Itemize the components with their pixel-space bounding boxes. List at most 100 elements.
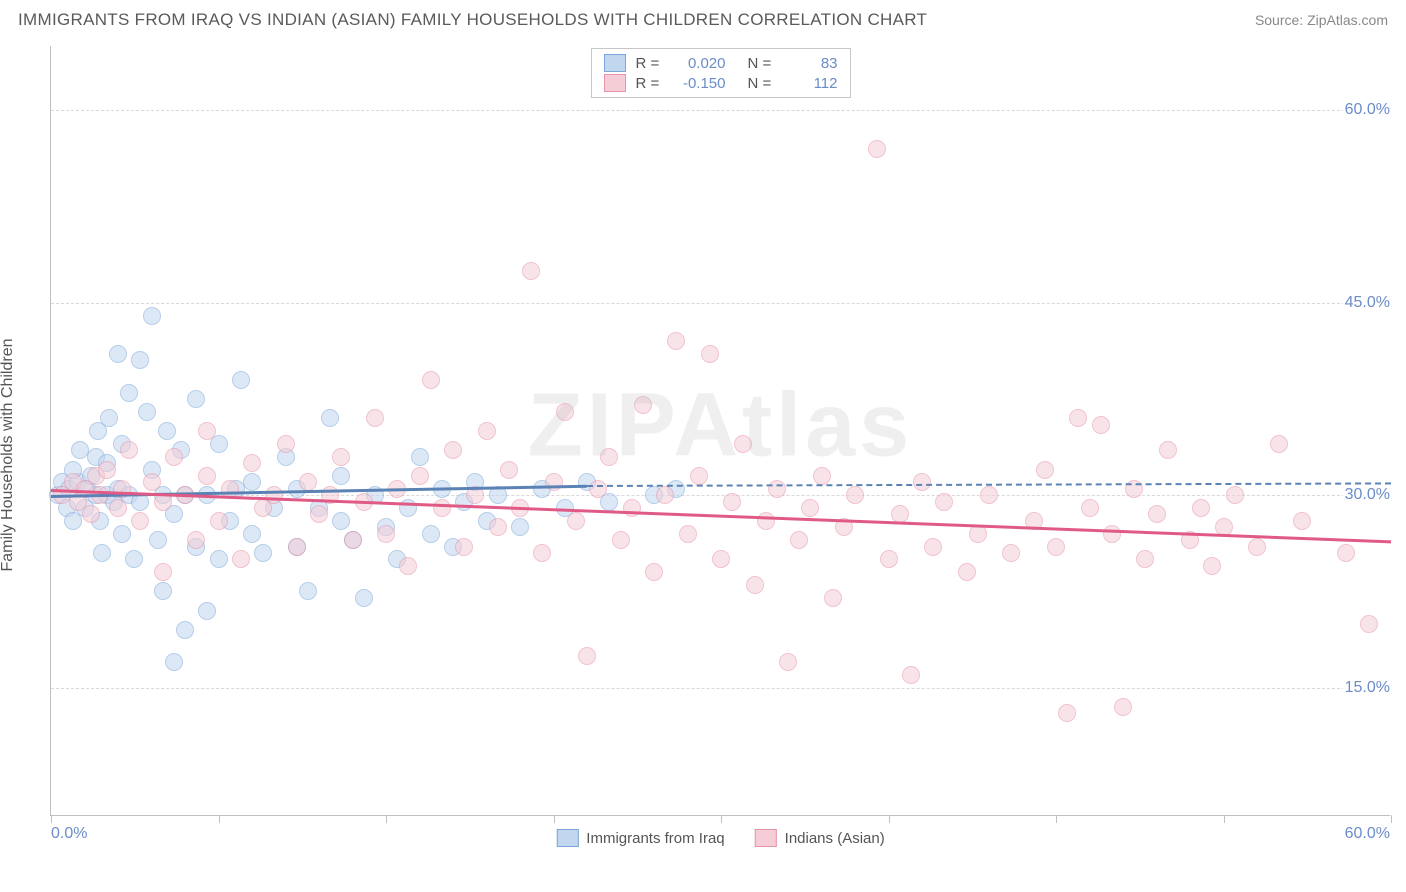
data-point xyxy=(299,473,317,491)
legend-row: R =-0.150N =112 xyxy=(604,73,838,93)
data-point xyxy=(109,499,127,517)
data-point xyxy=(1069,409,1087,427)
legend-r-value: 0.020 xyxy=(676,55,726,72)
legend-swatch xyxy=(604,54,626,72)
data-point xyxy=(332,512,350,530)
legend-swatch xyxy=(556,829,578,847)
data-point xyxy=(634,396,652,414)
data-point xyxy=(500,461,518,479)
data-point xyxy=(824,589,842,607)
data-point xyxy=(746,576,764,594)
x-axis-min-label: 0.0% xyxy=(51,825,87,843)
data-point xyxy=(600,448,618,466)
data-point xyxy=(1103,525,1121,543)
data-point xyxy=(522,262,540,280)
data-point xyxy=(578,647,596,665)
data-point xyxy=(980,486,998,504)
data-point xyxy=(958,563,976,581)
data-point xyxy=(422,525,440,543)
data-point xyxy=(924,538,942,556)
data-point xyxy=(399,557,417,575)
data-point xyxy=(138,403,156,421)
data-point xyxy=(779,653,797,671)
data-point xyxy=(880,550,898,568)
data-point xyxy=(243,454,261,472)
correlation-legend: R =0.020N =83R =-0.150N =112 xyxy=(591,48,851,98)
data-point xyxy=(801,499,819,517)
data-point xyxy=(1226,486,1244,504)
x-tick xyxy=(721,815,722,823)
data-point xyxy=(265,486,283,504)
data-point xyxy=(511,518,529,536)
data-point xyxy=(198,602,216,620)
data-point xyxy=(288,538,306,556)
data-point xyxy=(1293,512,1311,530)
data-point xyxy=(277,435,295,453)
data-point xyxy=(913,473,931,491)
data-point xyxy=(455,538,473,556)
source-label: Source: ZipAtlas.com xyxy=(1255,12,1388,28)
data-point xyxy=(125,550,143,568)
data-point xyxy=(433,499,451,517)
legend-r-label: R = xyxy=(636,55,666,72)
data-point xyxy=(1092,416,1110,434)
data-point xyxy=(1047,538,1065,556)
data-point xyxy=(712,550,730,568)
data-point xyxy=(113,525,131,543)
x-tick xyxy=(219,815,220,823)
data-point xyxy=(612,531,630,549)
data-point xyxy=(366,409,384,427)
x-tick xyxy=(889,815,890,823)
gridline xyxy=(51,303,1390,304)
legend-r-value: -0.150 xyxy=(676,75,726,92)
data-point xyxy=(422,371,440,389)
data-point xyxy=(232,550,250,568)
data-point xyxy=(154,582,172,600)
data-point xyxy=(100,409,118,427)
data-point xyxy=(1270,435,1288,453)
data-point xyxy=(254,544,272,562)
data-point xyxy=(198,422,216,440)
data-point xyxy=(131,512,149,530)
data-point xyxy=(444,441,462,459)
data-point xyxy=(1114,698,1132,716)
legend-n-value: 112 xyxy=(788,75,838,92)
x-tick xyxy=(1391,815,1392,823)
data-point xyxy=(589,480,607,498)
data-point xyxy=(1036,461,1054,479)
legend-n-value: 83 xyxy=(788,55,838,72)
x-tick xyxy=(1056,815,1057,823)
y-axis-title: Family Households with Children xyxy=(0,339,17,572)
data-point xyxy=(120,384,138,402)
data-point xyxy=(154,563,172,581)
legend-n-label: N = xyxy=(748,75,778,92)
legend-n-label: N = xyxy=(748,55,778,72)
data-point xyxy=(645,563,663,581)
data-point xyxy=(667,332,685,350)
chart-title: IMMIGRANTS FROM IRAQ VS INDIAN (ASIAN) F… xyxy=(18,10,927,30)
data-point xyxy=(321,409,339,427)
data-point xyxy=(489,518,507,536)
data-point xyxy=(377,525,395,543)
x-axis-max-label: 60.0% xyxy=(1345,825,1390,843)
y-tick-label: 30.0% xyxy=(1343,486,1392,504)
legend-series-item: Indians (Asian) xyxy=(755,829,885,847)
data-point xyxy=(790,531,808,549)
data-point xyxy=(723,493,741,511)
data-point xyxy=(1136,550,1154,568)
data-point xyxy=(846,486,864,504)
data-point xyxy=(1002,544,1020,562)
data-point xyxy=(1192,499,1210,517)
data-point xyxy=(679,525,697,543)
data-point xyxy=(1148,505,1166,523)
data-point xyxy=(109,345,127,363)
y-tick-label: 15.0% xyxy=(1343,679,1392,697)
data-point xyxy=(690,467,708,485)
y-tick-label: 60.0% xyxy=(1343,101,1392,119)
data-point xyxy=(411,467,429,485)
data-point xyxy=(310,505,328,523)
data-point xyxy=(1248,538,1266,556)
y-tick-label: 45.0% xyxy=(1343,294,1392,312)
data-point xyxy=(623,499,641,517)
data-point xyxy=(768,480,786,498)
